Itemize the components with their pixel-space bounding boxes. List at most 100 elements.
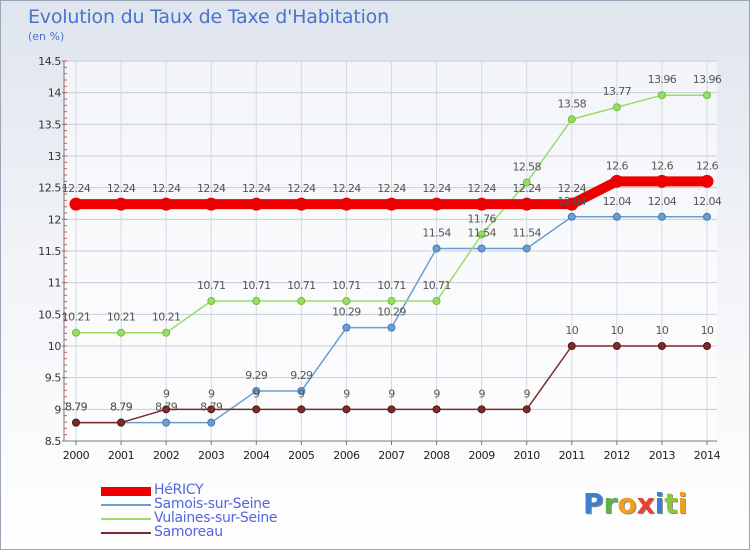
data-point-samois-sur-seine <box>522 244 531 253</box>
y-tick-label: 9 <box>54 403 61 416</box>
data-label-samois-sur-seine: 8.79 <box>110 401 133 414</box>
data-label-vulaines-sur-seine: 10.71 <box>377 279 406 292</box>
legend-label-hericy: HéRICY <box>154 482 204 498</box>
data-point-vulaines-sur-seine <box>117 328 126 337</box>
data-label-samoreau: 9 <box>478 387 485 400</box>
data-point-h-ricy <box>610 174 624 188</box>
data-label-vulaines-sur-seine: 12.58 <box>512 161 541 174</box>
data-point-h-ricy <box>114 197 128 211</box>
data-point-samoreau <box>477 405 486 414</box>
data-point-vulaines-sur-seine <box>657 91 666 100</box>
data-label-samoreau: 10 <box>610 324 623 337</box>
data-point-samoreau <box>703 342 711 350</box>
x-tick-label: 2007 <box>378 449 405 462</box>
legend-swatch-samois <box>101 504 151 506</box>
y-tick-label: 10.5 <box>38 308 61 321</box>
data-label-samois-sur-seine: 12.04 <box>648 195 677 208</box>
data-point-samois-sur-seine <box>567 212 576 221</box>
data-label-samois-sur-seine: 11.54 <box>467 226 496 239</box>
logo-letter: i <box>677 487 688 520</box>
data-label-samois-sur-seine: 8.79 <box>65 401 88 414</box>
data-label-vulaines-sur-seine: 10.71 <box>287 279 316 292</box>
x-tick-label: 2010 <box>514 449 541 462</box>
data-point-samoreau <box>612 342 621 350</box>
data-label-samoreau: 8.79 <box>110 401 133 414</box>
data-label-samoreau: 9 <box>524 387 531 400</box>
data-point-samois-sur-seine <box>612 212 621 221</box>
data-point-vulaines-sur-seine <box>387 297 396 306</box>
logo-letter: x <box>636 487 655 520</box>
data-point-vulaines-sur-seine <box>567 115 576 124</box>
data-point-samoreau <box>522 405 531 414</box>
data-point-vulaines-sur-seine <box>297 297 306 306</box>
data-label-vulaines-sur-seine: 13.96 <box>648 73 677 86</box>
data-point-vulaines-sur-seine <box>612 103 621 112</box>
data-point-samois-sur-seine <box>297 386 306 395</box>
data-label-samois-sur-seine: 10.29 <box>332 306 361 319</box>
data-point-h-ricy <box>385 197 398 211</box>
data-label-vulaines-sur-seine: 13.58 <box>558 97 587 110</box>
x-tick-label: 2014 <box>694 449 721 462</box>
data-label-h-ricy: 12.6 <box>606 159 629 172</box>
y-tick-label: 9.5 <box>45 372 62 385</box>
x-tick-label: 2001 <box>108 449 134 462</box>
data-point-h-ricy <box>294 197 308 211</box>
data-point-samois-sur-seine <box>657 212 666 221</box>
data-label-vulaines-sur-seine: 11.76 <box>467 213 496 226</box>
data-label-h-ricy: 12.24 <box>107 182 136 195</box>
data-label-h-ricy: 12.24 <box>558 182 587 195</box>
data-label-vulaines-sur-seine: 10.21 <box>107 311 136 324</box>
data-label-samoreau: 9 <box>253 387 260 400</box>
x-tick-label: 2009 <box>468 449 495 462</box>
data-point-vulaines-sur-seine <box>162 328 171 337</box>
data-label-samoreau: 9 <box>343 387 350 400</box>
y-tick-label: 12 <box>48 213 61 226</box>
data-label-vulaines-sur-seine: 13.77 <box>603 85 632 98</box>
legend-swatch-hericy <box>101 487 151 496</box>
y-tick-label: 10 <box>48 340 62 353</box>
data-label-samoreau: 9 <box>208 387 215 400</box>
y-tick-label: 13.5 <box>38 118 61 131</box>
proxiti-logo: Proxiti <box>583 487 687 520</box>
data-point-h-ricy <box>655 174 669 188</box>
data-point-vulaines-sur-seine <box>477 230 486 239</box>
data-point-samoreau <box>387 405 396 414</box>
data-point-h-ricy <box>520 197 534 211</box>
data-label-samois-sur-seine: 11.54 <box>422 226 451 239</box>
x-tick-label: 2006 <box>333 449 360 462</box>
data-point-h-ricy <box>700 174 714 188</box>
data-point-vulaines-sur-seine <box>207 297 216 306</box>
data-label-samois-sur-seine: 12.04 <box>603 195 632 208</box>
data-point-samois-sur-seine <box>477 244 486 253</box>
data-point-samois-sur-seine <box>252 386 261 395</box>
legend-swatch-vulaines <box>101 518 151 520</box>
data-label-samois-sur-seine: 8.79 <box>200 401 223 414</box>
data-label-vulaines-sur-seine: 10.21 <box>152 311 181 324</box>
x-tick-label: 2008 <box>423 449 450 462</box>
data-label-h-ricy: 12.24 <box>422 182 451 195</box>
data-point-vulaines-sur-seine <box>72 328 80 337</box>
data-label-h-ricy: 12.6 <box>696 159 719 172</box>
data-point-samoreau <box>252 405 261 414</box>
data-label-h-ricy: 12.24 <box>377 182 406 195</box>
data-label-samois-sur-seine: 9.29 <box>245 369 268 382</box>
x-tick-label: 2002 <box>153 449 179 462</box>
legend-swatch-samoreau <box>101 532 151 534</box>
x-tick-label: 2012 <box>604 449 630 462</box>
data-point-h-ricy <box>69 197 83 211</box>
data-point-h-ricy <box>339 197 353 211</box>
x-tick-label: 2000 <box>63 449 90 462</box>
data-label-h-ricy: 12.24 <box>467 182 496 195</box>
data-label-vulaines-sur-seine: 13.96 <box>693 73 722 86</box>
data-label-samoreau: 8.79 <box>65 401 88 414</box>
data-point-samoreau <box>657 342 666 350</box>
data-label-vulaines-sur-seine: 10.21 <box>62 311 91 324</box>
data-point-samois-sur-seine <box>432 244 441 253</box>
data-point-h-ricy <box>204 197 218 211</box>
data-point-samois-sur-seine <box>342 323 351 332</box>
logo-letter: r <box>603 487 618 520</box>
logo-letter: t <box>664 487 678 520</box>
logo-letter: o <box>617 487 637 520</box>
data-point-samois-sur-seine <box>387 323 396 332</box>
